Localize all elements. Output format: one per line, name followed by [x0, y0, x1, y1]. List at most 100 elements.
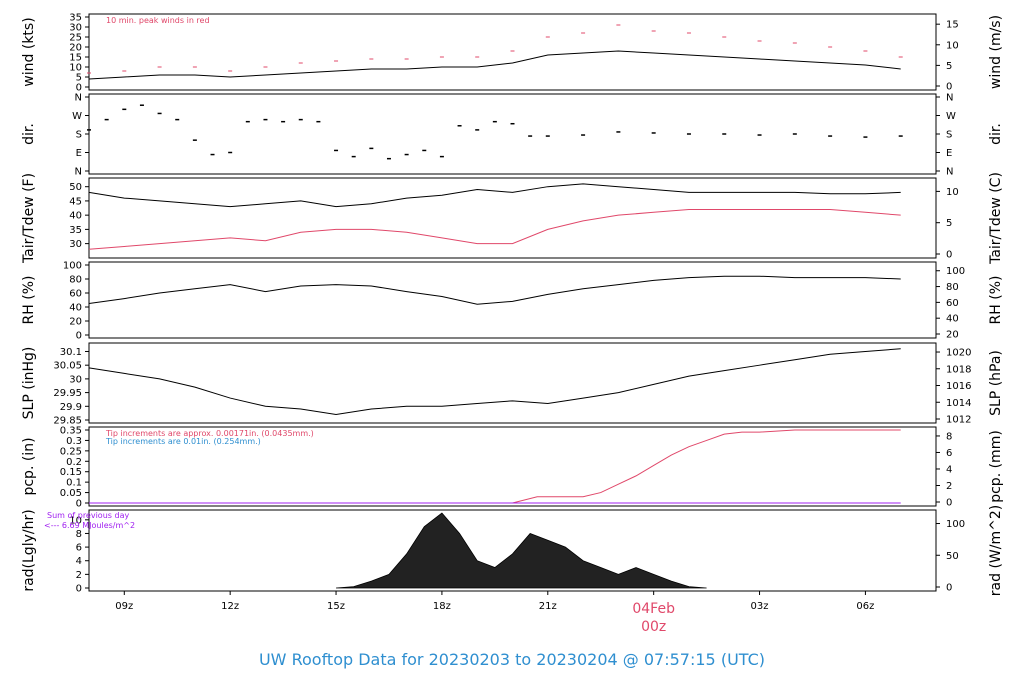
- left-tick-label: 25: [69, 33, 82, 44]
- panel-frame: [88, 261, 937, 339]
- left-tick-label: 5: [76, 73, 82, 84]
- right-tick-label: 40: [946, 314, 959, 325]
- left-tick-label: 20: [69, 43, 82, 54]
- left-tick-label: 0.2: [66, 457, 82, 468]
- rad-sum-note-1: Sum of previous day: [47, 511, 129, 520]
- right-tick-label: 100: [946, 519, 965, 530]
- left-tick-label: 29.85: [53, 416, 82, 427]
- right-axis-label: pcp. (mm): [988, 430, 1004, 503]
- x-tick-label: 12z: [221, 601, 239, 612]
- series-line: [88, 50, 901, 80]
- left-tick-label: 0.05: [60, 488, 82, 499]
- right-tick-label: 20: [946, 330, 959, 341]
- left-tick-label: 50: [69, 182, 82, 193]
- right-axis-label: wind (m/s): [988, 15, 1004, 89]
- left-tick-label: 0: [76, 83, 82, 94]
- chart-title: UW Rooftop Data for 20230203 to 20230204…: [259, 650, 765, 669]
- left-tick-label: 20: [69, 317, 82, 328]
- tip-note-2: Tip increments are 0.01in. (0.254mm.): [105, 437, 261, 446]
- tip-note-1: Tip increments are approx. 0.00171in. (0…: [105, 429, 314, 438]
- left-tick-label: 0.15: [60, 467, 82, 478]
- right-tick-label: 2: [946, 481, 952, 492]
- series-line: [88, 275, 901, 305]
- right-tick-label: 60: [946, 298, 959, 309]
- left-tick-label: 45: [69, 196, 82, 207]
- right-tick-label: 100: [946, 266, 965, 277]
- right-tick-label: 10: [946, 40, 959, 51]
- right-tick-label: 1020: [946, 348, 971, 359]
- right-tick-label: 1018: [946, 364, 971, 375]
- right-axis-label: RH (%): [988, 276, 1004, 325]
- left-tick-label: 2: [76, 570, 82, 581]
- series-line: [88, 208, 901, 250]
- right-tick-label: 0: [946, 82, 952, 93]
- left-tick-label: 10: [69, 515, 82, 526]
- panel-frame: [88, 177, 937, 259]
- left-tick-label: 0: [76, 331, 82, 342]
- x-tick-label: 21z: [539, 601, 557, 612]
- right-tick-label: 10: [946, 187, 959, 198]
- left-tick-label: N: [75, 167, 82, 178]
- right-axis-label: dir.: [988, 123, 1004, 145]
- series-line: [89, 429, 901, 504]
- right-tick-label: W: [946, 111, 956, 122]
- right-tick-label: 4: [946, 464, 952, 475]
- left-tick-label: 0.25: [60, 446, 82, 457]
- left-axis-label: dir.: [21, 123, 37, 145]
- left-tick-label: 30: [69, 239, 82, 250]
- right-tick-label: E: [946, 148, 952, 159]
- right-tick-label: 5: [946, 61, 952, 72]
- left-tick-label: 0.3: [66, 436, 82, 447]
- left-axis-label: Tair/Tdew (F): [21, 173, 37, 264]
- panel-frame: [88, 93, 937, 175]
- right-axis-label: rad (W/m^2): [988, 505, 1004, 596]
- left-tick-label: 6: [76, 543, 82, 554]
- x-tick-label: 06z: [856, 601, 874, 612]
- right-axis-label: Tair/Tdew (C): [988, 172, 1004, 265]
- left-tick-label: 4: [76, 556, 82, 567]
- right-tick-label: 1012: [946, 415, 971, 426]
- x-date-label: 04Feb: [632, 601, 675, 617]
- left-tick-label: W: [72, 111, 82, 122]
- left-tick-label: 40: [69, 303, 82, 314]
- left-tick-label: 0: [76, 499, 82, 510]
- right-tick-label: 8: [946, 431, 952, 442]
- right-tick-label: N: [946, 167, 953, 178]
- left-tick-label: 100: [63, 261, 82, 272]
- radiation-area: [336, 512, 707, 589]
- left-tick-label: 8: [76, 529, 82, 540]
- left-tick-label: 30.05: [53, 361, 82, 372]
- panel-4: 0 20 40 60 80 100 20 40 60 80 100 RH (%) RH (%): [21, 261, 1004, 342]
- panel-annotation: 10 min. peak winds in red: [106, 16, 210, 25]
- x-tick-label: 18z: [433, 601, 451, 612]
- left-tick-label: 30: [69, 23, 82, 34]
- x-tick-label: 15z: [327, 601, 345, 612]
- x-date-sublabel: 00z: [641, 619, 666, 635]
- panel-frame: [88, 13, 937, 91]
- left-tick-label: 80: [69, 275, 82, 286]
- left-tick-label: 29.95: [53, 388, 82, 399]
- right-tick-label: 0: [946, 250, 952, 261]
- left-tick-label: 10: [69, 63, 82, 74]
- right-tick-label: N: [946, 93, 953, 104]
- right-tick-label: 0: [946, 583, 952, 594]
- right-tick-label: 6: [946, 448, 952, 459]
- left-tick-label: 15: [69, 53, 82, 64]
- rad-sum-note-2: <--- 6.69 MJoules/m^2: [44, 521, 135, 530]
- right-tick-label: 1016: [946, 381, 971, 392]
- right-tick-label: S: [946, 130, 952, 141]
- panel-5: 29.85 29.9 29.95 30 30.05 30.1 1012 1014 1016 101…: [21, 342, 1004, 427]
- left-tick-label: 30: [69, 374, 82, 385]
- left-tick-label: 0.1: [66, 478, 82, 489]
- x-tick-label: 09z: [115, 601, 133, 612]
- left-axis-label: wind (kts): [21, 17, 37, 86]
- right-tick-label: 50: [946, 551, 959, 562]
- left-tick-label: 0: [76, 584, 82, 595]
- panel-frame: [88, 509, 937, 592]
